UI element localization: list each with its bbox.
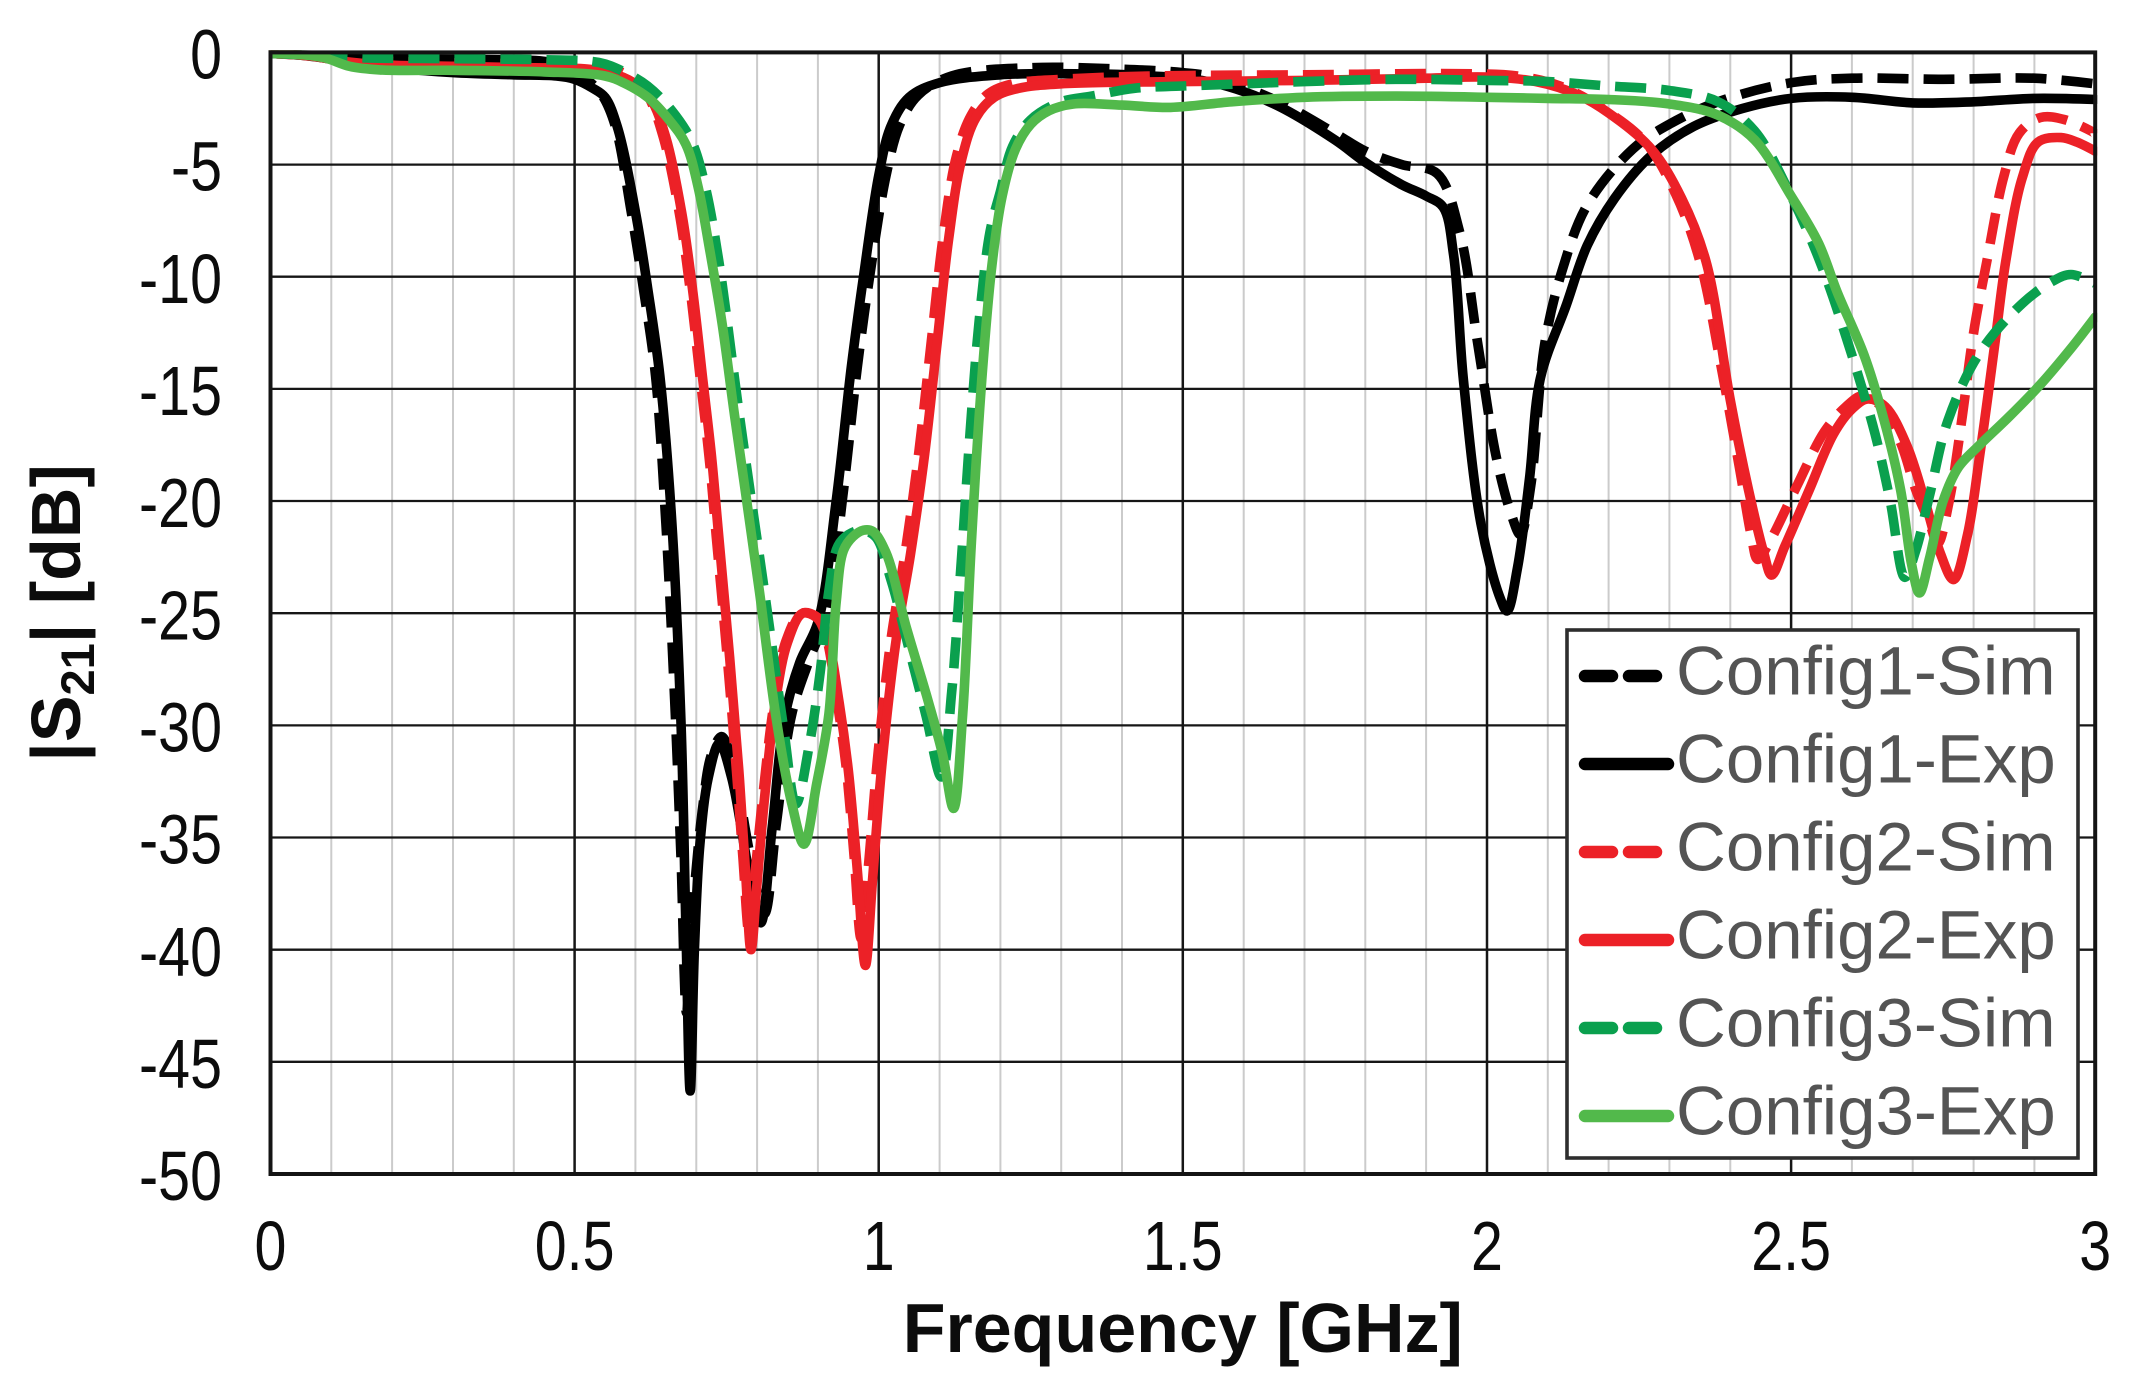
svg-text:1: 1 — [863, 1207, 895, 1286]
svg-text:-50: -50 — [139, 1137, 222, 1216]
svg-text:-45: -45 — [139, 1024, 222, 1103]
svg-text:-25: -25 — [139, 576, 222, 655]
svg-text:-30: -30 — [139, 688, 222, 767]
svg-text:-35: -35 — [139, 800, 222, 879]
svg-text:Config3-Exp: Config3-Exp — [1676, 1073, 2056, 1150]
svg-text:Config2-Exp: Config2-Exp — [1676, 897, 2056, 974]
svg-text:-10: -10 — [139, 239, 222, 318]
svg-text:0: 0 — [255, 1207, 287, 1286]
svg-text:2.5: 2.5 — [1751, 1207, 1831, 1286]
svg-text:0: 0 — [190, 15, 222, 94]
svg-text:1.5: 1.5 — [1143, 1207, 1223, 1286]
svg-text:Frequency [GHz]: Frequency [GHz] — [903, 1289, 1463, 1367]
svg-text:-15: -15 — [139, 352, 222, 431]
svg-text:3: 3 — [2079, 1207, 2111, 1286]
svg-text:Config2-Sim: Config2-Sim — [1676, 809, 2056, 886]
svg-text:|S21| [dB]: |S21| [dB] — [17, 464, 104, 762]
svg-text:Config1-Exp: Config1-Exp — [1676, 721, 2056, 798]
svg-text:-5: -5 — [171, 127, 222, 206]
svg-text:0.5: 0.5 — [535, 1207, 615, 1286]
svg-text:2: 2 — [1471, 1207, 1503, 1286]
svg-text:Config1-Sim: Config1-Sim — [1676, 633, 2056, 710]
svg-text:-20: -20 — [139, 464, 222, 543]
svg-text:-40: -40 — [139, 912, 222, 991]
svg-text:Config3-Sim: Config3-Sim — [1676, 985, 2056, 1062]
